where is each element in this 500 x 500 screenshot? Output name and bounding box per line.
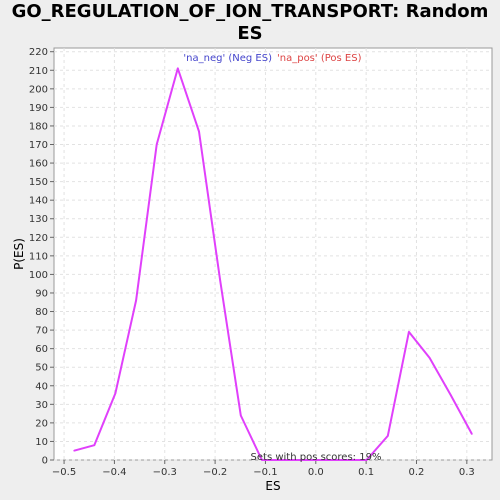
- y-tick-label: 80: [35, 307, 48, 318]
- x-axis: −0.5 −0.4 −0.3 −0.2 −0.1 0.0 0.1 0.2 0.3: [52, 460, 475, 478]
- data-point: [345, 459, 347, 461]
- y-tick-label: 40: [35, 381, 48, 392]
- y-tick-label: 0: [42, 456, 48, 467]
- y-tick-label: 180: [29, 121, 48, 132]
- y-tick-label: 10: [35, 437, 48, 448]
- y-axis-label: P(ES): [12, 238, 26, 270]
- y-tick-label: 210: [29, 66, 48, 77]
- data-point: [73, 449, 75, 452]
- y-tick-label: 150: [29, 177, 48, 188]
- data-point: [365, 459, 368, 461]
- legend-entry-pos: 'na_pos' (Pos ES): [277, 53, 362, 64]
- y-tick-label: 50: [35, 363, 48, 374]
- x-tick-label: −0.2: [203, 467, 227, 478]
- y-tick-label: 110: [29, 251, 48, 262]
- data-point: [428, 357, 431, 359]
- x-tick-label: 0.0: [308, 467, 324, 478]
- data-point: [198, 130, 200, 133]
- x-tick-label: 0.2: [409, 467, 425, 478]
- y-tick-label: 30: [35, 400, 48, 411]
- data-point: [281, 459, 284, 461]
- series-layer: [73, 67, 473, 461]
- data-point: [324, 459, 326, 461]
- y-tick-label: 170: [29, 140, 48, 151]
- chart-title-line-1: GO_REGULATION_OF_ION_TRANSPORT: Random E…: [11, 1, 489, 44]
- data-point: [114, 392, 117, 394]
- y-tick-label: 130: [29, 214, 48, 225]
- data-point: [471, 433, 473, 435]
- data-point: [261, 459, 263, 461]
- data-point: [239, 414, 242, 417]
- data-point: [386, 435, 389, 437]
- data-point: [302, 459, 305, 461]
- y-tick-label: 60: [35, 344, 48, 355]
- x-tick-label: −0.4: [102, 467, 126, 478]
- grid-lines: [54, 48, 492, 461]
- x-tick-label: −0.3: [153, 467, 177, 478]
- legend-entry-neg: 'na_neg' (Neg ES): [183, 53, 272, 64]
- data-point: [155, 143, 158, 146]
- x-tick-label: 0.1: [358, 467, 374, 478]
- data-point: [408, 331, 410, 333]
- series-line: [73, 67, 473, 461]
- data-point: [449, 394, 452, 396]
- data-point: [219, 279, 221, 281]
- y-tick-label: 220: [29, 47, 48, 58]
- data-point: [93, 444, 96, 446]
- x-axis-label: ES: [265, 479, 280, 493]
- x-tick-label: 0.3: [459, 467, 475, 478]
- y-tick-label: 190: [29, 103, 48, 114]
- plot-area: [53, 47, 493, 461]
- y-tick-label: 20: [35, 418, 48, 429]
- y-tick-label: 90: [35, 288, 48, 299]
- y-tick-label: 100: [29, 270, 48, 281]
- y-tick-label: 70: [35, 326, 48, 337]
- y-tick-label: 120: [29, 233, 48, 244]
- y-axis: 0 10 20 30 40 50 60 70 80 90 100 110 120 130 140 150 160…: [29, 47, 54, 467]
- y-tick-label: 140: [29, 196, 48, 207]
- x-tick-label: −0.5: [52, 467, 76, 478]
- y-tick-label: 200: [29, 84, 48, 95]
- y-tick-label: 160: [29, 159, 48, 170]
- pos-score-annotation: Sets with pos scores: 19%: [251, 452, 382, 463]
- data-point: [177, 67, 179, 70]
- x-tick-label: −0.1: [253, 467, 277, 478]
- data-point: [135, 299, 137, 302]
